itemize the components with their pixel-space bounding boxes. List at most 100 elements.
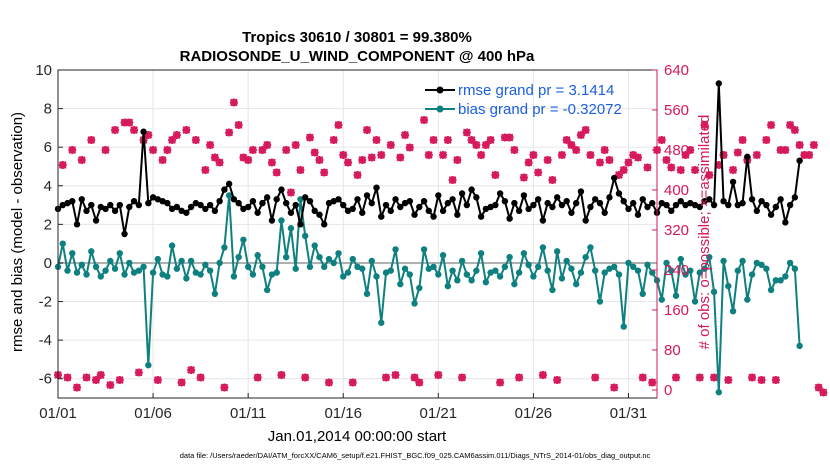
obs-assimilated-point (101, 146, 110, 154)
obs-assimilated-point (771, 376, 780, 384)
obs-assimilated-point (752, 151, 761, 159)
obs-assimilated-point (73, 383, 82, 392)
obs-assimilated-point (272, 168, 281, 177)
rmse-point (211, 207, 219, 215)
bias-point (611, 263, 618, 270)
rmse-point (282, 199, 290, 207)
bias-point (591, 267, 599, 274)
obs-assimilated-point (286, 188, 295, 197)
bias-point (777, 277, 784, 284)
right-tick-label: 320 (664, 222, 689, 239)
obs-assimilated-point (719, 151, 728, 159)
rmse-point (777, 196, 784, 203)
bias-point (168, 242, 176, 249)
rmse-point (206, 201, 214, 209)
bias-point (492, 267, 499, 274)
rmse-series (54, 80, 803, 238)
rmse-point (553, 194, 561, 201)
bias-point (420, 246, 428, 253)
right-tick-label: 560 (664, 102, 689, 119)
bias-point (183, 275, 190, 282)
bias-point (482, 279, 490, 286)
obs-assimilated-point (134, 368, 143, 377)
obs-assimilated-point (624, 158, 633, 167)
bias-point (340, 273, 347, 280)
rmse-point (130, 198, 138, 205)
right-tick-label: 160 (664, 302, 689, 319)
bias-point (744, 296, 751, 303)
bias-point (639, 290, 646, 298)
rmse-point (259, 199, 266, 207)
bias-point (515, 269, 523, 276)
obs-assimilated-point (519, 173, 528, 182)
bias-point (710, 288, 718, 296)
bias-point (496, 273, 504, 280)
bias-point (197, 271, 204, 278)
rmse-point (620, 198, 627, 205)
bias-point (644, 261, 651, 269)
obs-assimilated-point (591, 373, 600, 382)
obs-assimilated-point (505, 133, 514, 142)
rmse-point (625, 205, 632, 213)
bias-point (696, 269, 703, 276)
rmse-point (197, 201, 204, 209)
rmse-point (397, 203, 404, 211)
obs-assimilated-point (714, 161, 723, 169)
rmse-point (568, 209, 575, 216)
bias-point (601, 269, 608, 276)
rmse-point (406, 198, 413, 205)
bias-point (230, 273, 238, 280)
rmse-point (649, 199, 656, 207)
bias-point (111, 265, 119, 272)
obs-assimilated-point (529, 151, 538, 159)
bias-point (620, 323, 627, 330)
bias-point (672, 292, 680, 299)
bias-point (211, 290, 219, 298)
rmse-point (601, 209, 608, 216)
rmse-point (254, 209, 261, 216)
rmse-point (92, 217, 100, 224)
bias-point (401, 265, 409, 272)
right-tick-label: 480 (664, 142, 689, 159)
bias-point (706, 253, 713, 261)
obs-assimilated-point (163, 146, 172, 154)
bias-point (145, 362, 152, 369)
bias-point (344, 269, 352, 276)
bias-point (568, 265, 575, 272)
right-tick-label: 640 (664, 62, 689, 79)
bias-point (397, 280, 404, 288)
obs-assimilated-point (643, 163, 652, 172)
obs-assimilated-point (301, 373, 310, 382)
rmse-point (696, 203, 703, 211)
rmse-point (577, 188, 585, 195)
rmse-point (520, 192, 528, 199)
rmse-point (796, 157, 803, 164)
rmse-point (263, 194, 271, 201)
rmse-point (525, 205, 532, 213)
bias-point (658, 296, 665, 303)
rmse-point (164, 199, 171, 207)
bias-point (758, 261, 765, 269)
bias-point (530, 273, 537, 280)
obs-assimilated-point (225, 128, 234, 137)
bias-point (549, 286, 556, 294)
rmse-point (107, 201, 114, 209)
obs-assimilated-point (348, 378, 357, 387)
x-tick-label: 01/26 (515, 405, 553, 422)
rmse-point (720, 198, 727, 205)
obs-assimilated-point (800, 151, 809, 159)
obs-assimilated-point (700, 121, 709, 129)
obs-assimilated-point (524, 158, 533, 167)
x-tick-label: 01/11 (230, 405, 266, 422)
obs-assimilated-point (267, 158, 276, 167)
obs-assimilated-point (111, 126, 120, 134)
rmse-point (786, 201, 794, 209)
obs-assimilated-point (77, 156, 86, 164)
rmse-point (544, 199, 551, 207)
obs-assimilated-point (667, 163, 676, 172)
bias-point (363, 290, 371, 298)
left-tick-label: -6 (39, 371, 52, 388)
rmse-point (88, 201, 95, 209)
rmse-point (306, 198, 314, 205)
bias-point (734, 267, 742, 274)
